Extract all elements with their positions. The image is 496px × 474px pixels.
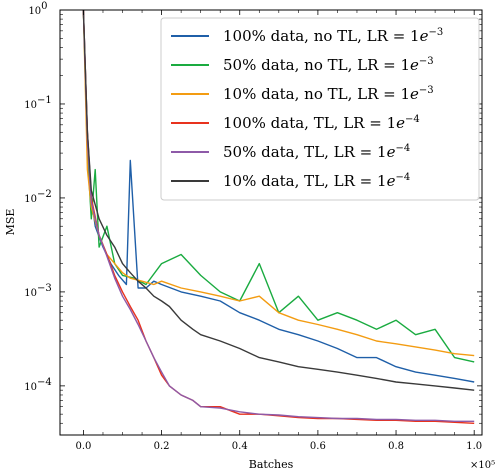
ticks-layer: 0.0 0.2 0.4 0.6 0.8 1.0 100 10−1 10−2 10−3 10−4 [24, 1, 482, 452]
series-line-3 [82, 10, 475, 357]
plot-frame [59, 9, 483, 436]
x-tick-label: 0.0 [75, 441, 91, 452]
x-tick-label: 0.6 [310, 441, 326, 452]
x-axis-title: Batches [249, 458, 294, 471]
y-axis-title: MSE [4, 209, 17, 236]
y-tick-label: 10−4 [24, 377, 51, 393]
legend-label-3: 10% data, no TL, LR = 1e−3 [223, 85, 434, 103]
x-scale-label: ×10⁵ [470, 460, 495, 471]
legend: 100% data, no TL, LR = 1e−3 50% data, no … [160, 17, 480, 201]
series-line-5 [82, 10, 475, 422]
legend-label-5: 50% data, TL, LR = 1e−4 [223, 143, 410, 161]
series-layer [82, 10, 475, 424]
y-tick-label: 10−2 [24, 189, 51, 205]
series-line-6 [82, 10, 475, 391]
x-tick-label: 0.2 [154, 441, 170, 452]
legend-label-4: 100% data, TL, LR = 1e−4 [223, 114, 420, 132]
x-tick-label: 0.8 [388, 441, 404, 452]
legend-label-6: 10% data, TL, LR = 1e−4 [223, 172, 410, 190]
legend-box [160, 17, 480, 201]
y-tick-label: 100 [28, 1, 47, 17]
y-tick-label: 10−3 [24, 283, 51, 299]
legend-label-2: 50% data, no TL, LR = 1e−3 [223, 56, 434, 74]
x-tick-label: 0.4 [232, 441, 248, 452]
y-tick-label: 10−1 [24, 95, 51, 111]
legend-label-1: 100% data, no TL, LR = 1e−3 [223, 27, 443, 45]
x-tick-label: 1.0 [466, 441, 482, 452]
